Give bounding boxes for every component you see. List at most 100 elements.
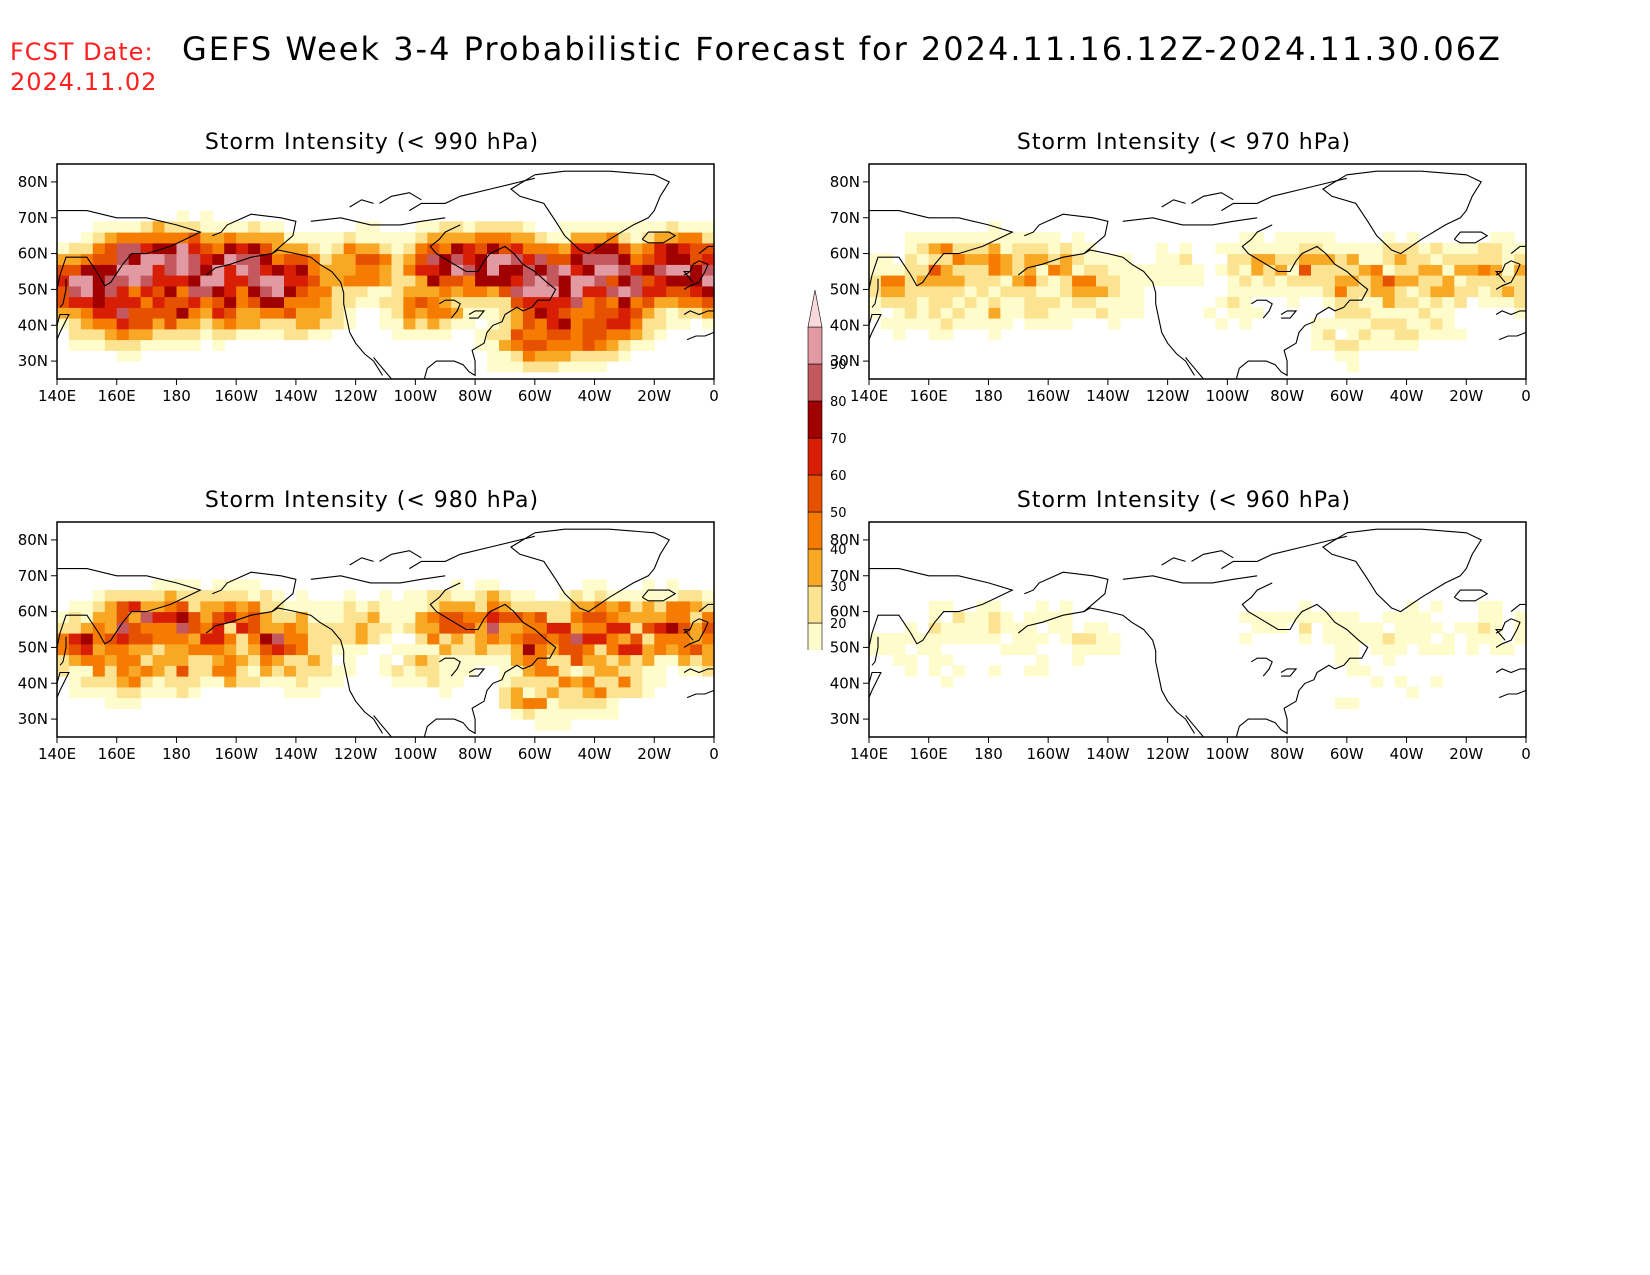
probability-cell xyxy=(451,622,464,634)
probability-cell xyxy=(176,328,189,341)
probability-cell xyxy=(546,361,560,373)
probability-cell xyxy=(343,318,357,330)
probability-cell xyxy=(116,264,130,276)
probability-cell xyxy=(319,665,333,677)
lon-tick-label: 120W xyxy=(334,745,378,763)
probability-cell xyxy=(463,633,476,645)
probability-cell xyxy=(1036,285,1049,298)
probability-cell xyxy=(1490,253,1503,265)
probability-cell xyxy=(892,643,906,656)
probability-cell xyxy=(630,686,643,699)
probability-cell xyxy=(534,361,548,373)
probability-cell xyxy=(92,676,106,688)
probability-cell xyxy=(916,633,930,645)
probability-cell xyxy=(928,665,942,677)
probability-cell xyxy=(558,676,572,688)
probability-cell xyxy=(343,285,357,298)
probability-cell xyxy=(582,339,596,351)
coastline xyxy=(1495,260,1521,290)
probability-cell xyxy=(331,275,345,287)
probability-cell xyxy=(391,643,404,656)
probability-cell xyxy=(188,665,201,677)
colorbar-segment xyxy=(807,363,823,402)
probability-cell xyxy=(57,307,70,319)
probability-cell xyxy=(1454,622,1467,634)
probability-cell xyxy=(594,676,607,688)
probability-cell xyxy=(1311,253,1324,265)
probability-cell xyxy=(1131,296,1145,308)
probability-cell xyxy=(319,285,333,298)
probability-cell xyxy=(391,307,404,319)
lat-tick-label: 70N xyxy=(830,567,860,585)
probability-cell xyxy=(642,221,655,233)
probability-cell xyxy=(1478,622,1491,634)
lon-tick-label: 140E xyxy=(850,387,888,405)
probability-cell xyxy=(1036,264,1049,276)
probability-cell xyxy=(1024,242,1037,255)
probability-cell xyxy=(487,633,500,645)
probability-cell xyxy=(1466,253,1479,265)
probability-cell xyxy=(618,350,631,362)
probability-cell xyxy=(188,285,201,298)
probability-cell xyxy=(1418,633,1431,645)
probability-cell xyxy=(654,600,667,613)
probability-cell xyxy=(880,253,894,265)
probability-cell xyxy=(68,296,82,308)
probability-cell xyxy=(558,665,572,677)
coastline xyxy=(59,636,67,666)
probability-cell xyxy=(1239,242,1252,255)
probability-cell xyxy=(1311,339,1324,351)
probability-cell xyxy=(1107,253,1121,265)
probability-cell xyxy=(546,622,560,634)
probability-cell xyxy=(451,275,464,287)
probability-cell xyxy=(104,676,118,688)
probability-cell xyxy=(594,328,607,341)
probability-cell xyxy=(594,339,607,351)
probability-cell xyxy=(68,622,82,634)
probability-cell xyxy=(1334,339,1348,351)
probability-cell xyxy=(307,232,321,244)
probability-cell xyxy=(522,253,536,265)
probability-cell xyxy=(1012,633,1025,645)
probability-cell xyxy=(892,654,906,666)
probability-cell xyxy=(928,643,942,656)
probability-cell xyxy=(427,296,440,308)
probability-cell xyxy=(546,708,560,720)
probability-cell xyxy=(1311,275,1324,287)
colorbar-top-arrow xyxy=(807,289,823,328)
probability-cell xyxy=(1287,296,1300,308)
probability-cell xyxy=(928,654,942,666)
colorbar-label: 90 xyxy=(830,358,847,373)
probability-cell xyxy=(1096,264,1109,276)
probability-cell xyxy=(1406,633,1419,645)
probability-cell xyxy=(176,643,189,656)
lat-tick-label: 80N xyxy=(830,173,860,191)
coastline xyxy=(1510,245,1526,255)
probability-cell xyxy=(487,328,500,341)
probability-cell xyxy=(475,643,488,656)
probability-cell xyxy=(510,339,524,351)
probability-cell xyxy=(702,275,715,287)
probability-cell xyxy=(427,275,440,287)
probability-cell xyxy=(582,350,596,362)
probability-cell xyxy=(284,307,297,319)
probability-cell xyxy=(1418,622,1431,634)
probability-cell xyxy=(104,600,118,613)
probability-cell xyxy=(487,264,500,276)
probability-cell xyxy=(510,633,524,645)
probability-cell xyxy=(1370,339,1384,351)
probability-cell xyxy=(391,622,404,634)
probability-cell xyxy=(904,232,918,244)
colorbar-label: 20 xyxy=(830,617,847,632)
probability-cell xyxy=(319,633,333,645)
probability-cell xyxy=(1251,622,1264,634)
probability-cell xyxy=(606,242,619,255)
probability-cell xyxy=(940,654,954,666)
probability-cell xyxy=(570,686,584,699)
probability-cell xyxy=(1060,296,1073,308)
probability-cell xyxy=(534,242,548,255)
probability-cell xyxy=(295,253,309,265)
probability-cell xyxy=(80,600,94,613)
probability-cell xyxy=(140,339,154,351)
probability-cell xyxy=(451,633,464,645)
